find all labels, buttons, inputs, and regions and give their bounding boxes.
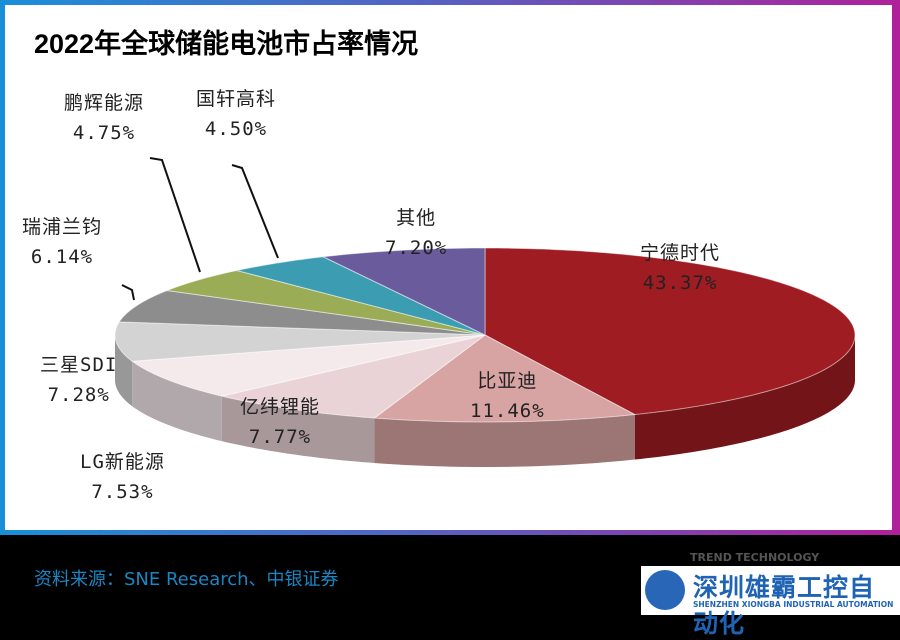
- pie-chart: [114, 157, 856, 467]
- watermark: TREND TECHNOLOGY: [690, 551, 820, 564]
- company-logo: 深圳雄霸工控自动化 SHENZHEN XIONGBA INDUSTRIAL AU…: [641, 566, 900, 638]
- slice-side-2: [221, 396, 375, 464]
- leader-line-1: [231, 164, 279, 259]
- label-eve: 亿纬锂能 7.77%: [240, 396, 321, 448]
- source-note: 资料来源：SNE Research、中银证券: [34, 569, 339, 590]
- bear-mascot-icon: [645, 570, 685, 610]
- slice-7: [236, 256, 486, 336]
- slice-5: [118, 289, 486, 336]
- slice-side-4: [115, 335, 133, 407]
- slice-2: [221, 334, 486, 419]
- label-others: 其他 7.20%: [385, 207, 448, 259]
- slice-side-3: [132, 361, 222, 442]
- slice-6: [165, 269, 486, 336]
- leader-line-0: [149, 157, 201, 273]
- slice-8: [321, 247, 486, 336]
- slice-3: [130, 334, 486, 397]
- slice-1: [373, 334, 637, 423]
- chart-title: 2022年全球储能电池市占率情况: [34, 29, 419, 59]
- label-lg: LG新能源 7.53%: [80, 451, 165, 503]
- slice-0: [484, 247, 856, 416]
- label-samsung: 三星SDI 7.28%: [40, 354, 118, 406]
- label-greatpower: 鹏辉能源 4.75%: [64, 92, 145, 144]
- label-catl: 宁德时代 43.37%: [640, 242, 721, 294]
- logo-text-en: SHENZHEN XIONGBA INDUSTRIAL AUTOMATION: [693, 600, 894, 609]
- label-rept: 瑞浦兰钧 6.14%: [22, 216, 103, 268]
- label-byd: 比亚迪 11.46%: [470, 370, 545, 422]
- label-gotion: 国轩高科 4.50%: [196, 88, 277, 140]
- slice-side-1: [374, 414, 635, 467]
- leader-line-2: [121, 284, 135, 301]
